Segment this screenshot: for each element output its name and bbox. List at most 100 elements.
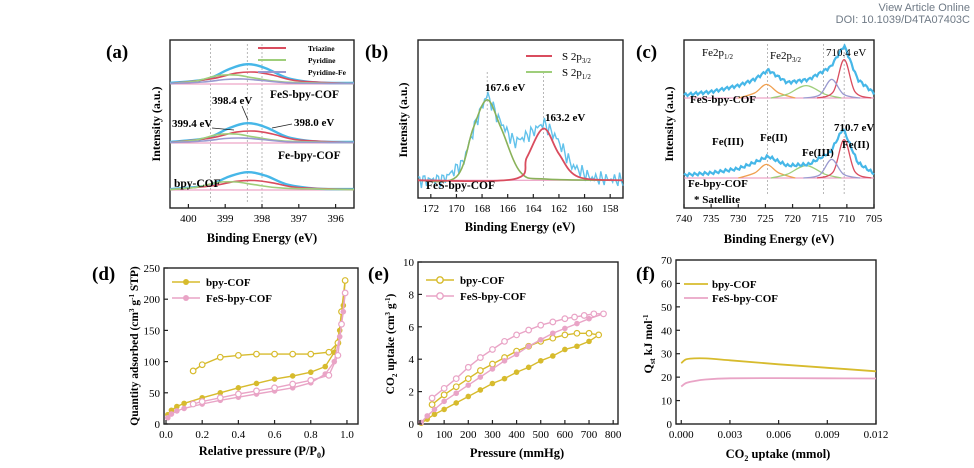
panel-c-annotation-fe3-left: Fe(III) (712, 136, 744, 148)
panel-a-arrow-1 (211, 127, 235, 131)
view-article-online-link[interactable]: View Article Online (878, 2, 970, 14)
panel-c-sample-label-fe: Fe-bpy-COF (688, 178, 748, 190)
adsorption-point (174, 403, 180, 410)
desorption-point (513, 331, 520, 339)
panel-a: (a) 400 399 398 397 396 Binding Energy (eV) … (106, 39, 355, 245)
y-tick-label: 250 (144, 263, 161, 275)
x-tick-label: 0.012 (864, 429, 889, 441)
desorption-point (501, 337, 508, 345)
y-tick-label: 200 (144, 294, 161, 306)
desorption-point (464, 363, 472, 371)
panel-c-satellite-label: * Satellite (694, 194, 740, 206)
panel-f-yticks: 0 10 20 30 40 50 60 70 (661, 255, 680, 431)
adsorption-point (489, 380, 496, 387)
desorption-point (325, 348, 333, 356)
legend-label-bpy-d: bpy-COF (206, 277, 251, 289)
adsorption-point (441, 398, 447, 405)
desorption-point (428, 401, 436, 408)
panel-e-label: (e) (368, 264, 389, 285)
panel-b-annotation-167-6: 167.6 eV (485, 82, 525, 94)
y-tick-label: 0 (155, 419, 161, 431)
panel-a-sample-label-bpy: bpy-COF (174, 178, 221, 190)
adsorption-point (307, 369, 314, 376)
adsorption-point (165, 414, 171, 421)
panel-c-ylabel: Intensity (a.u.) (662, 86, 676, 161)
desorption-point (561, 315, 569, 323)
panel-e-xlabel: Pressure (mmHg) (470, 446, 564, 460)
adsorption-point (453, 390, 460, 397)
desorption-point (289, 350, 297, 358)
panel-d-xlabel: Relative pressure (P/P0) (199, 444, 325, 460)
adsorption-point (550, 353, 556, 359)
desorption-point (189, 400, 197, 408)
panel-f-frame (675, 259, 877, 425)
y-tick-label: 50 (149, 388, 161, 400)
adsorption-point (217, 390, 224, 396)
desorption-point (464, 375, 472, 383)
header-note: View Article Online DOI: 10.1039/D4TA074… (830, 2, 970, 26)
legend-label-pyridine: Pyridine (308, 56, 336, 65)
panel-f-plot (680, 357, 877, 388)
x-tick-label: 0 (417, 429, 423, 441)
panel-f-legend: bpy-COF FeS-bpy-COF (684, 279, 778, 305)
x-tick-label: 1.0 (340, 429, 354, 441)
panel-b-sample-label: FeS-bpy-COF (426, 180, 495, 192)
x-tick-label: 300 (484, 429, 501, 441)
y-tick-label: 0 (667, 419, 673, 431)
component-curve (169, 130, 355, 144)
adsorption-line (167, 292, 346, 419)
y-tick-label: 6 (409, 322, 415, 334)
panel-a-xticks: 400 399 398 397 396 (180, 204, 344, 225)
desorption-point (307, 350, 315, 358)
panel-c-annotation-710-4: 710.4 eV (826, 47, 866, 59)
panel-b-ylabel: Intensity (a.u.) (396, 82, 410, 157)
x-tick-label: 0.4 (232, 429, 246, 441)
desorption-point (325, 371, 333, 379)
desorption-point (334, 351, 342, 359)
x-tick-label: 162 (551, 203, 568, 215)
panel-c-annotation-fe3-right: Fe(III) (802, 147, 834, 159)
panel-e-ylabel: CO2 uptake (cm3 g-1) (384, 293, 399, 394)
y-tick-label: 100 (144, 357, 161, 369)
desorption-point (289, 380, 297, 388)
legend-label-s2p12: S 2p1/2 (562, 67, 591, 81)
x-tick-label: 160 (576, 203, 593, 215)
desorption-point (573, 329, 581, 337)
panel-d-ylabel: Quantity adsorbed (cm3 g-1 STP) (128, 266, 141, 426)
legend-marker-bpy-e (436, 276, 444, 284)
legend-label-s2p32: S 2p3/2 (562, 51, 591, 65)
adsorption-point (501, 375, 508, 382)
desorption-point (338, 320, 345, 328)
y-tick-label: 4 (409, 354, 415, 366)
panel-b-xticks: 172 170 168 166 164 162 160 158 (423, 194, 619, 215)
panel-c-frame (683, 39, 875, 209)
doi-text: DOI: 10.1039/D4TA07403C (835, 14, 970, 26)
qst-curve (680, 357, 877, 373)
panel-c-label: (c) (636, 42, 657, 63)
adsorption-point (562, 346, 568, 353)
adsorption-point (513, 351, 520, 358)
desorption-point (600, 310, 607, 318)
legend-label-bpy-f: bpy-COF (712, 279, 757, 291)
panel-c: (c) 740 735 730 725 720 715 710 705 Binding Ene… (636, 39, 883, 246)
adsorption-point (181, 405, 187, 412)
desorption-point (428, 394, 436, 402)
raw-spectrum (417, 90, 624, 189)
x-tick-label: 398 (254, 213, 271, 225)
legend-label-fes-e: FeS-bpy-COF (460, 291, 526, 303)
desorption-point (585, 329, 593, 337)
panel-e-xticks: 0 100 200 300 400 500 600 700 800 (417, 420, 622, 441)
component-curve (803, 158, 861, 179)
panel-a-legend: Triazine Pyridine Pyridine-Fe (258, 44, 347, 77)
x-tick-label: 740 (676, 213, 693, 225)
legend-label-pyridine-fe: Pyridine-Fe (308, 68, 347, 77)
panel-a-annotation-399-4: 399.4 eV (172, 118, 212, 130)
desorption-point (549, 334, 557, 342)
component-curve (803, 78, 861, 99)
panel-f-xticks: 0.000 0.003 0.006 0.009 0.012 (669, 420, 889, 441)
desorption-point (489, 346, 496, 353)
panel-c-xticks: 740 735 730 725 720 715 710 705 (676, 204, 883, 225)
x-tick-label: 158 (602, 203, 619, 215)
desorption-point (525, 326, 533, 334)
